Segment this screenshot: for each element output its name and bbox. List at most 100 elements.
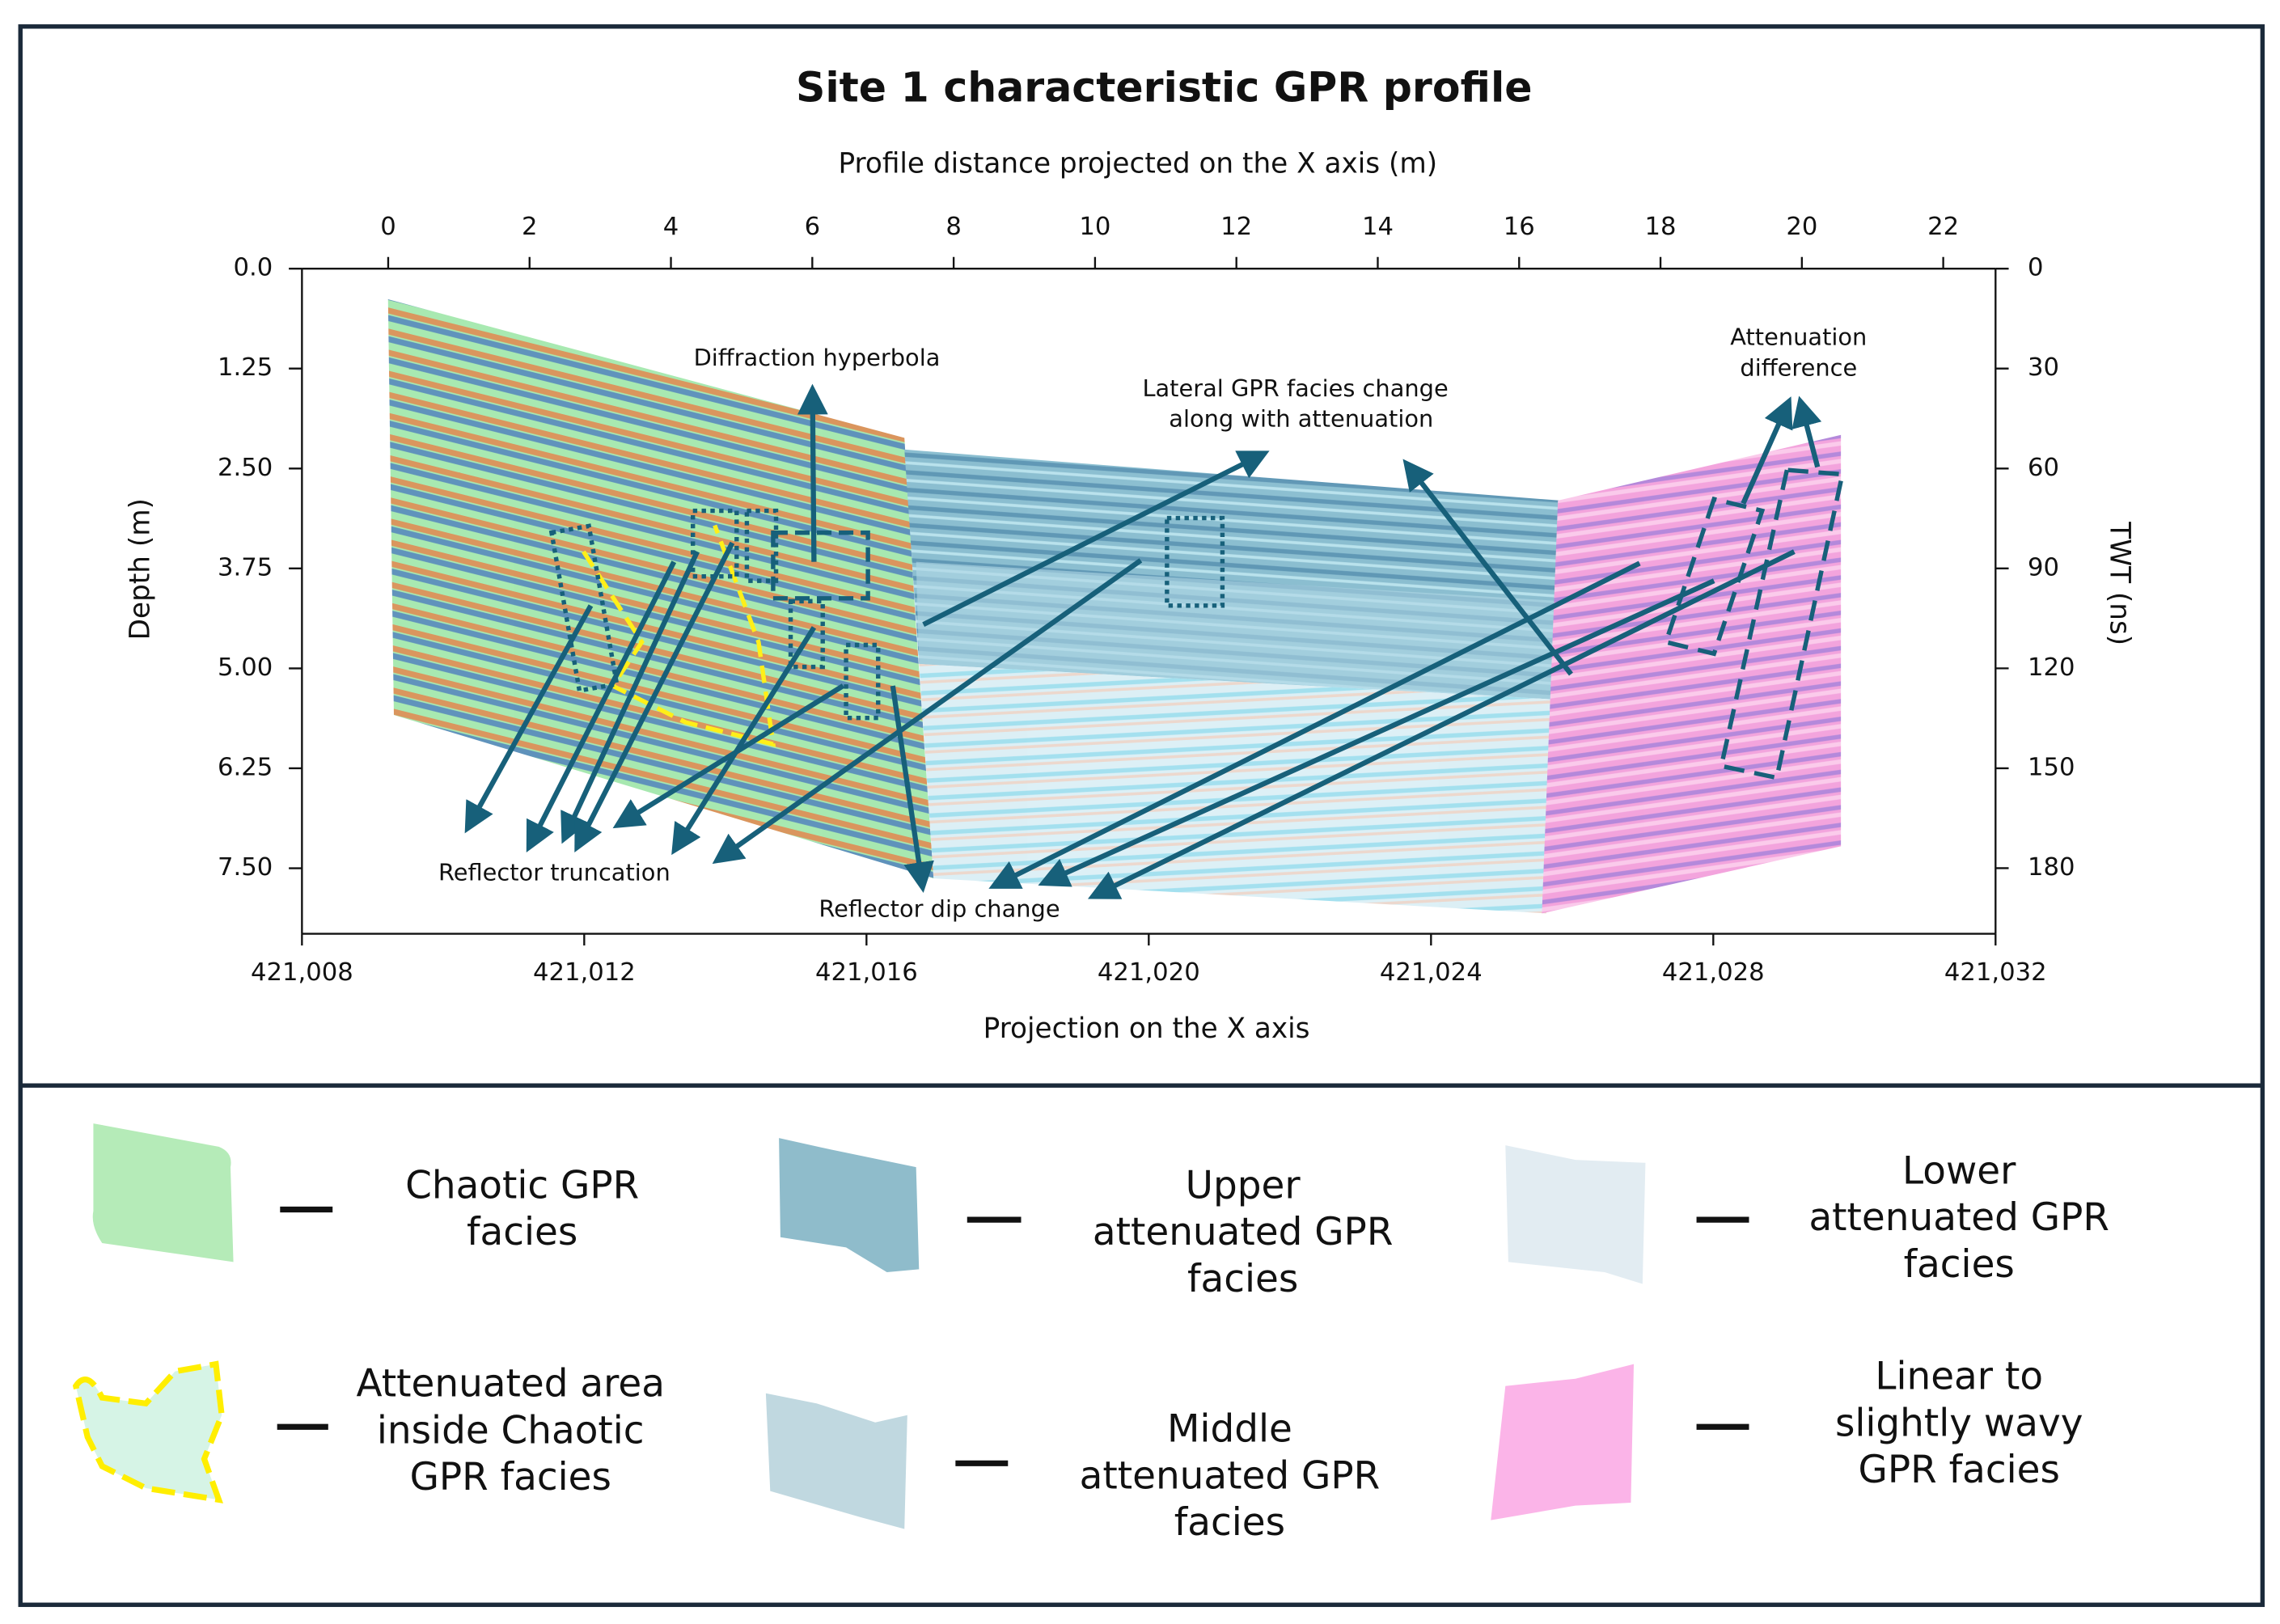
x2-tick-label: 0 [380,213,396,241]
x-axis-label: Projection on the X axis [983,1013,1310,1045]
box [788,598,825,670]
annotation-line: difference [1740,354,1857,382]
x2-tick-label: 14 [1362,213,1394,241]
outer-frame [18,24,2265,1607]
legend-label: Lower attenuated GPR facies [1808,1148,2109,1286]
arrow [922,450,1270,628]
legend-label: Linear to slightly wavy GPR facies [1835,1354,2083,1491]
chart-title: Site 1 characteristic GPR profile [796,64,1533,112]
annotation-line: Reflector truncation [438,859,670,886]
linear-facies [1542,434,1842,914]
legend-label: Chaotic GPR facies [405,1163,639,1254]
arrow [574,541,735,853]
legend-line: facies [1187,1256,1298,1300]
legend-swatch [1491,1364,1635,1520]
x-tick-label: 421,008 [251,958,353,987]
x2-tick-label: 22 [1927,213,1959,241]
x2-tick-label: 16 [1504,213,1535,241]
x2-tick-label: 20 [1786,213,1817,241]
legend-line: facies [467,1210,577,1254]
arrow [464,604,594,834]
x2-tick-label: 10 [1079,213,1110,241]
annotation-line: Diffraction hyperbola [694,344,941,371]
annotation-line: Attenuation [1730,324,1867,351]
y2-tick-label: 180 [2028,853,2075,882]
arrow [1791,395,1822,468]
x-tick-label: 421,032 [1944,958,2047,987]
middle-attenuated-facies [916,561,1573,701]
legend-line: Chaotic GPR [405,1163,639,1207]
annotation-line: along with attenuation [1169,405,1433,433]
legend-line: GPR facies [410,1455,611,1499]
y-tick-label: 7.50 [218,853,273,882]
legend-line: Upper [1186,1163,1301,1207]
y-axis-label: Depth (m) [124,498,156,640]
y2-tick-label: 150 [2028,753,2075,781]
y2-tick-label: 120 [2028,653,2075,682]
arrow [797,383,828,562]
legend-swatch [92,1123,234,1262]
legend-label: Middle attenuated GPR facies [1080,1406,1381,1544]
y2-tick-label: 30 [2028,353,2059,382]
legend-line: GPR facies [1859,1448,2060,1492]
legend-line: Middle [1167,1406,1292,1451]
legend-line: attenuated GPR [1808,1195,2109,1240]
legend-line: attenuated GPR [1080,1453,1381,1498]
x2-tick-label: 4 [663,213,679,241]
arrow [1087,549,1796,899]
x-tick-label: 421,020 [1098,958,1200,987]
legend-line: attenuated GPR [1093,1210,1394,1254]
legend-line: inside Chaotic [377,1408,645,1453]
x2-axis-label: Profile distance projected on the X axis… [839,148,1438,180]
legend-swatch [765,1393,907,1529]
box [1718,467,1846,780]
y-tick-label: 2.50 [218,454,273,482]
y2-tick-label: 0 [2028,254,2044,282]
attenuated-area-outline [582,524,776,747]
y-tick-label: 6.25 [218,753,273,781]
arrow [890,685,934,893]
legend-label: Attenuated area inside Chaotic GPR facies [357,1361,665,1499]
x2-tick-label: 2 [522,213,538,241]
x2-tick-label: 12 [1220,213,1252,241]
legend-label: Upper attenuated GPR facies [1093,1163,1394,1300]
annotation: Lateral GPR facies change along with atte… [1142,374,1448,433]
arrow [526,560,677,853]
legend-line: facies [1174,1500,1285,1545]
legend-swatch [1505,1145,1646,1284]
y-tick-label: 1.25 [218,353,273,382]
y-tick-label: 5.00 [218,653,273,682]
legend-line: Lower [1902,1148,2016,1193]
box [744,508,779,583]
annotation: Attenuation difference [1730,324,1867,382]
annotation: Diffraction hyperbola [694,344,941,371]
arrow [1402,459,1573,676]
legend-line: Attenuated area [357,1361,665,1406]
annotation-line: Lateral GPR facies change [1142,374,1448,402]
annotation: Reflector dip change [819,895,1060,923]
x2-tick-label: 18 [1645,213,1677,241]
x-tick-label: 421,012 [533,958,636,987]
gpr-image [387,299,1842,914]
y2-axis-label: TWT (ns) [2103,521,2135,645]
arrow [671,626,817,856]
x-tick-label: 421,024 [1380,958,1483,987]
lower-attenuated-facies [919,663,1573,914]
arrow [1038,578,1715,887]
annotation: Reflector truncation [438,859,670,886]
box [1165,515,1225,608]
x2-tick-label: 8 [945,213,962,241]
x2-tick-label: 6 [805,213,821,241]
annotation-arrows [464,383,1822,899]
legend: Chaotic GPR facies Upper attenuated GPR fac… [72,1123,2109,1545]
arrow [560,550,700,844]
arrow [988,560,1641,889]
legend-swatch [72,1360,225,1503]
x-tick-label: 421,028 [1662,958,1765,987]
x-tick-label: 421,016 [815,958,918,987]
legend-swatch [779,1138,920,1273]
legend-line: Linear to [1875,1354,2043,1398]
annotation-line: Reflector dip change [819,895,1060,923]
